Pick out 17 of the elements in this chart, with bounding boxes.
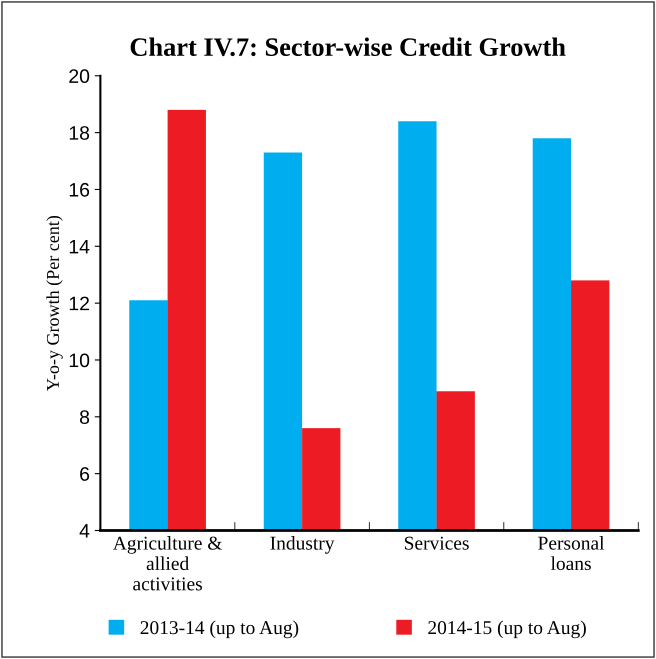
- x-tick-label: Industry: [270, 536, 334, 554]
- y-tick-label: 6: [80, 467, 90, 481]
- y-tick-label: 20: [69, 69, 90, 84]
- y-axis-title: Y-o-y Growth (Per cent): [46, 216, 63, 391]
- x-tick-label: Agriculture & allied activities: [112, 536, 222, 590]
- y-tick-label: 16: [70, 182, 90, 197]
- y-tick-label: 18: [70, 126, 90, 140]
- y-tick-label: 12: [70, 296, 89, 310]
- chart-title: Chart IV.7: Sector-wise Credit Growth: [130, 37, 566, 56]
- y-tick-label: 14: [70, 240, 90, 254]
- y-tick-label: 10: [70, 353, 90, 368]
- y-tick-label: 4: [80, 524, 90, 538]
- legend-label: 2014-15 (up to Aug): [428, 620, 586, 638]
- x-tick-label: Personal loans: [538, 536, 604, 570]
- y-tick-label: 8: [80, 410, 90, 424]
- x-tick-label: Services: [404, 536, 469, 550]
- legend-label: 2013-14 (up to Aug): [140, 620, 298, 638]
